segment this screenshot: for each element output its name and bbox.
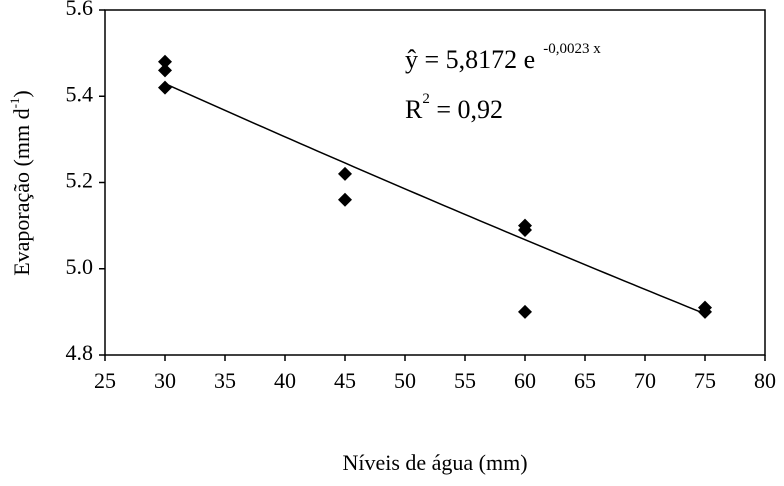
x-tick-label: 30 xyxy=(154,368,176,393)
x-tick-label: 70 xyxy=(634,368,656,393)
y-tick-label: 5.0 xyxy=(66,254,94,279)
x-axis-label: Níveis de água (mm) xyxy=(342,450,527,475)
x-tick-label: 50 xyxy=(394,368,416,393)
point xyxy=(158,54,172,69)
y-axis-label: Evaporação (mm d-1) xyxy=(7,90,34,276)
point xyxy=(518,304,532,319)
y-label-end: ) xyxy=(9,90,34,97)
point xyxy=(518,222,532,237)
r2-rest: = 0,92 xyxy=(430,95,503,124)
r-squared: R2 = 0,92 xyxy=(405,91,503,124)
equation: ŷ = 5,8172 e -0,0023 x xyxy=(405,41,601,74)
r2-exponent: 2 xyxy=(422,91,430,107)
point xyxy=(158,63,172,78)
y-tick-label: 5.6 xyxy=(66,0,94,20)
point xyxy=(338,192,352,207)
x-tick-label: 45 xyxy=(334,368,356,393)
x-tick-label: 75 xyxy=(694,368,716,393)
point xyxy=(698,304,712,319)
x-tick-label: 25 xyxy=(94,368,116,393)
point xyxy=(338,166,352,181)
x-tick-label: 40 xyxy=(274,368,296,393)
y-tick-label: 5.2 xyxy=(66,168,94,193)
x-tick-label: 60 xyxy=(514,368,536,393)
x-tick-label: 55 xyxy=(454,368,476,393)
y-tick-label: 4.8 xyxy=(66,340,94,365)
trendline xyxy=(164,82,706,315)
x-tick-label: 80 xyxy=(754,368,776,393)
equation-exponent: -0,0023 x xyxy=(543,41,601,57)
x-tick-label: 35 xyxy=(214,368,236,393)
y-label-exponent: -1 xyxy=(7,98,22,109)
y-tick-label: 5.4 xyxy=(66,81,94,106)
point xyxy=(158,80,172,95)
equation-base: ŷ = 5,8172 e xyxy=(405,45,535,74)
r2-base: R xyxy=(405,95,423,124)
x-tick-label: 65 xyxy=(574,368,596,393)
y-label-base: Evaporação (mm d xyxy=(9,108,34,275)
